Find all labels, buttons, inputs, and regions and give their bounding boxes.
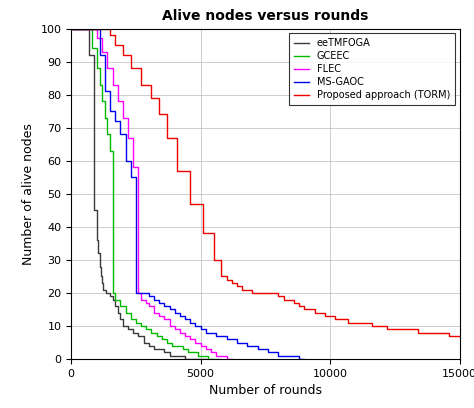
eeTMFOGA — [156, 347, 162, 352]
eeTMFOGA — [125, 324, 131, 328]
GCEEC — [109, 149, 115, 153]
eeTMFOGA — [68, 26, 74, 31]
Proposed approach (TORM) — [447, 333, 452, 338]
GCEEC — [216, 357, 222, 361]
FLEC — [229, 357, 235, 361]
Proposed approach (TORM) — [457, 333, 463, 338]
FLEC — [182, 333, 188, 338]
Proposed approach (TORM) — [400, 327, 406, 332]
GCEEC — [68, 26, 74, 31]
X-axis label: Number of rounds: Number of rounds — [209, 384, 322, 397]
Proposed approach (TORM) — [270, 290, 276, 295]
Line: eeTMFOGA: eeTMFOGA — [71, 29, 206, 359]
Proposed approach (TORM) — [68, 26, 74, 31]
GCEEC — [144, 327, 149, 332]
MS-GAOC — [296, 357, 302, 361]
FLEC — [130, 135, 136, 140]
MS-GAOC — [219, 333, 224, 338]
MS-GAOC — [245, 340, 250, 345]
Line: FLEC: FLEC — [71, 29, 232, 359]
eeTMFOGA — [203, 357, 209, 361]
Proposed approach (TORM) — [369, 320, 374, 325]
Line: Proposed approach (TORM): Proposed approach (TORM) — [71, 29, 460, 336]
MS-GAOC — [123, 158, 128, 163]
FLEC — [68, 26, 74, 31]
eeTMFOGA — [203, 357, 209, 361]
FLEC — [100, 36, 105, 41]
Y-axis label: Number of alive nodes: Number of alive nodes — [22, 123, 35, 265]
Title: Alive nodes versus rounds: Alive nodes versus rounds — [162, 9, 369, 23]
FLEC — [146, 304, 152, 308]
eeTMFOGA — [120, 317, 126, 322]
Proposed approach (TORM) — [338, 317, 344, 322]
eeTMFOGA — [103, 287, 109, 292]
FLEC — [94, 36, 100, 41]
FLEC — [187, 333, 193, 338]
Line: GCEEC: GCEEC — [71, 29, 219, 359]
GCEEC — [102, 99, 108, 104]
Proposed approach (TORM) — [201, 231, 206, 236]
eeTMFOGA — [182, 357, 188, 361]
Legend: eeTMFOGA, GCEEC, FLEC, MS-GAOC, Proposed approach (TORM): eeTMFOGA, GCEEC, FLEC, MS-GAOC, Proposed… — [290, 33, 455, 105]
FLEC — [224, 357, 229, 361]
GCEEC — [206, 357, 211, 361]
MS-GAOC — [68, 26, 74, 31]
Proposed approach (TORM) — [187, 168, 193, 173]
GCEEC — [174, 344, 180, 348]
MS-GAOC — [255, 347, 261, 352]
Line: MS-GAOC: MS-GAOC — [71, 29, 304, 359]
MS-GAOC — [301, 357, 307, 361]
MS-GAOC — [107, 89, 113, 94]
eeTMFOGA — [107, 290, 113, 295]
GCEEC — [97, 82, 102, 87]
MS-GAOC — [138, 290, 144, 295]
GCEEC — [89, 46, 95, 51]
